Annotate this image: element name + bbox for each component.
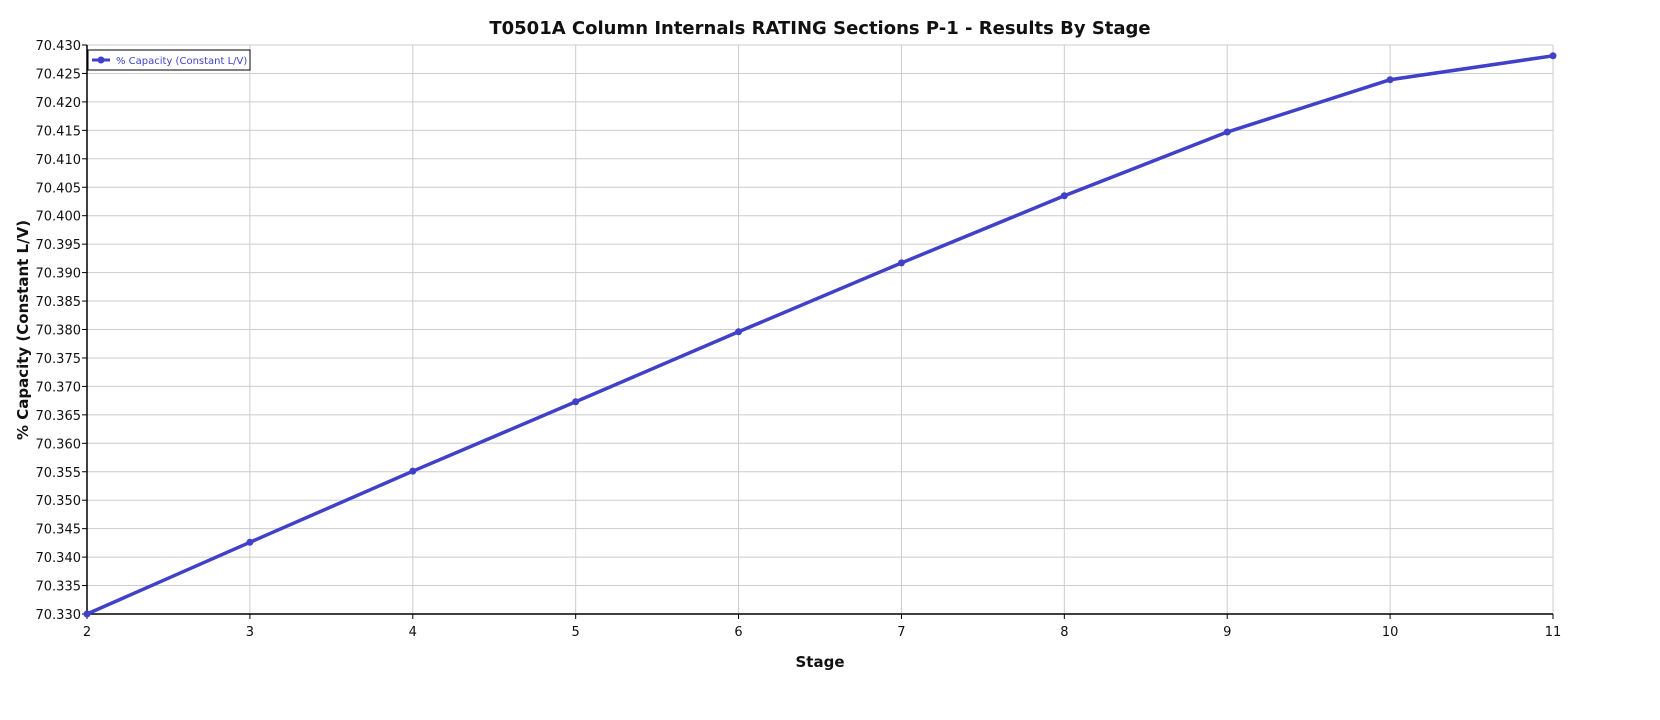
y-tick-label: 70.410: [36, 153, 82, 168]
y-tick-label: 70.340: [36, 551, 82, 566]
data-point: [1549, 52, 1557, 60]
data-point: [572, 398, 580, 406]
tick-labels: 70.330 70.335 70.340 70.345 70.350 70.355 70.3…: [36, 39, 1562, 640]
y-tick-label: 70.390: [36, 267, 82, 282]
y-tick-label: 70.375: [36, 352, 82, 367]
data-point: [1386, 76, 1394, 84]
y-tick-label: 70.405: [36, 181, 82, 196]
data-point: [246, 538, 254, 546]
y-tick-label: 70.330: [36, 608, 82, 623]
x-tick-label: 8: [1060, 625, 1068, 640]
y-tick-label: 70.350: [36, 494, 82, 509]
data-point: [897, 259, 905, 267]
x-tick-label: 4: [409, 625, 417, 640]
y-tick-label: 70.365: [36, 409, 82, 424]
data-point: [1223, 128, 1231, 136]
legend: % Capacity (Constant L/V): [87, 49, 251, 71]
data-point: [409, 467, 417, 475]
axes: [82, 44, 1554, 619]
y-tick-label: 70.360: [36, 437, 82, 452]
x-tick-label: 6: [734, 625, 742, 640]
y-axis-label: % Capacity (Constant L/V): [14, 220, 32, 440]
y-tick-label: 70.370: [36, 380, 82, 395]
x-tick-label: 3: [246, 625, 254, 640]
x-tick-label: 11: [1545, 625, 1562, 640]
data-point: [83, 610, 91, 618]
data-point: [1060, 192, 1068, 200]
grid: [86, 44, 1554, 615]
legend-label: % Capacity (Constant L/V): [116, 56, 247, 67]
y-tick-label: 70.345: [36, 523, 82, 538]
x-tick-label: 2: [83, 625, 91, 640]
y-tick-label: 70.415: [36, 124, 82, 139]
data-point: [735, 328, 743, 336]
legend-marker-icon: [97, 56, 105, 64]
y-tick-label: 70.355: [36, 466, 82, 481]
y-tick-label: 70.385: [36, 295, 82, 310]
series: [83, 52, 1557, 618]
y-tick-label: 70.335: [36, 580, 82, 595]
x-tick-label: 7: [897, 625, 905, 640]
y-tick-label: 70.380: [36, 324, 82, 339]
y-tick-label: 70.420: [36, 96, 82, 111]
y-tick-label: 70.395: [36, 238, 82, 253]
y-tick-label: 70.400: [36, 210, 82, 225]
y-tick-label: 70.430: [36, 39, 82, 54]
x-tick-label: 5: [572, 625, 580, 640]
x-tick-label: 10: [1382, 625, 1399, 640]
series-line: [86, 54, 1554, 616]
x-tick-label: 9: [1223, 625, 1231, 640]
chart-title: T0501A Column Internals RATING Sections …: [489, 18, 1150, 39]
y-tick-label: 70.425: [36, 67, 82, 82]
x-axis-label: Stage: [795, 653, 844, 671]
